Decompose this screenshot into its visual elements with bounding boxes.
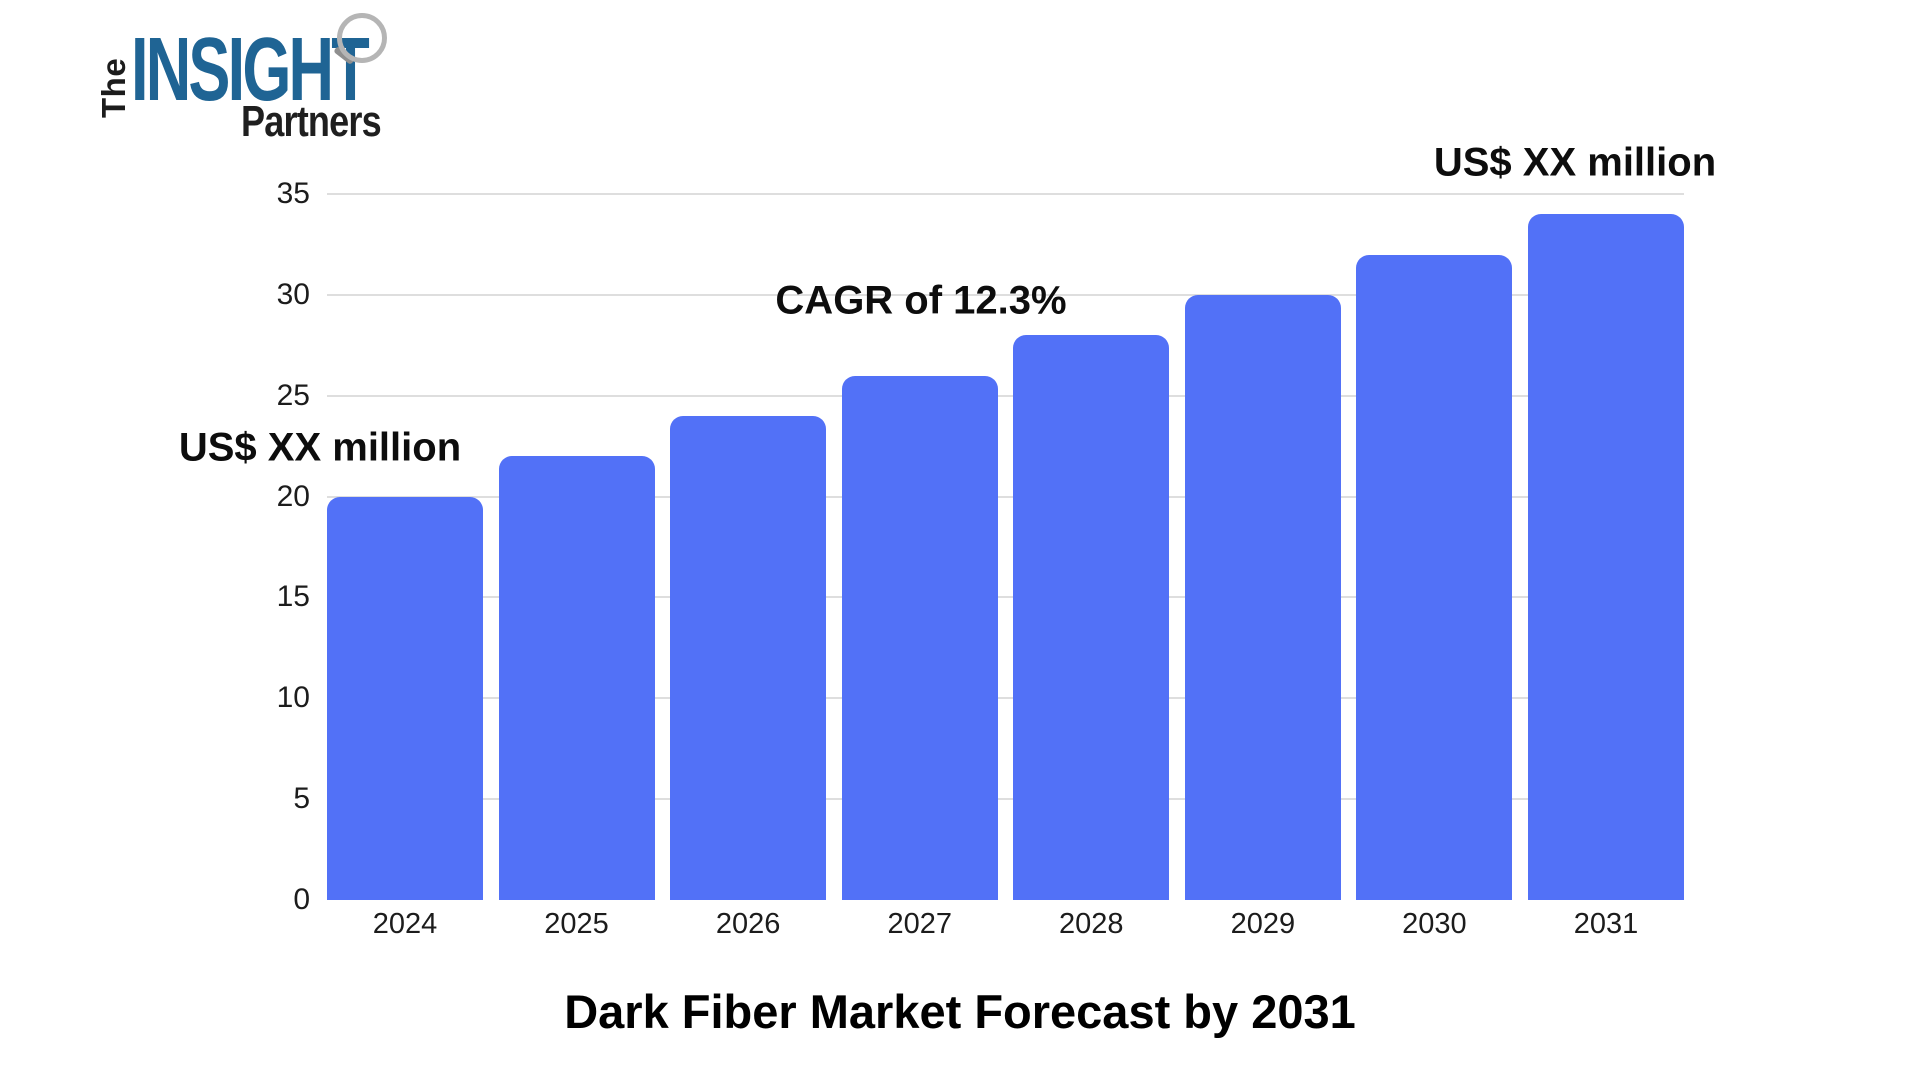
start-value-annotation: US$ XX million — [178, 425, 462, 470]
gridline-20 — [327, 495, 1684, 498]
bar-2026 — [670, 415, 827, 900]
x-axis-label-2029: 2029 — [1230, 908, 1296, 940]
y-axis-tick-label-0: 0 — [293, 883, 310, 916]
bar-2031 — [1528, 214, 1684, 900]
x-axis-label-2030: 2030 — [1402, 908, 1467, 940]
bar-2029 — [1184, 294, 1341, 900]
y-axis-tick-label-35: 35 — [276, 177, 310, 210]
cagr-annotation: CAGR of 12.3% — [775, 278, 1067, 323]
chart-title: Dark Fiber Market Forecast by 2031 — [564, 985, 1356, 1038]
y-axis-tick-label-10: 10 — [276, 681, 310, 715]
bar-2028 — [1013, 335, 1170, 900]
bar-2027 — [841, 375, 998, 900]
x-axis-label-2027: 2027 — [887, 908, 952, 940]
magnifier-icon — [337, 13, 387, 63]
x-axis-label-2031: 2031 — [1573, 908, 1639, 940]
x-axis-label-2026: 2026 — [715, 908, 781, 940]
gridline-35 — [327, 193, 1684, 195]
bar-2024 — [327, 496, 483, 900]
bar-2030 — [1356, 254, 1513, 900]
bar-2025 — [498, 456, 655, 900]
y-axis-tick-label-15: 15 — [276, 580, 310, 614]
x-axis-label-2028: 2028 — [1059, 908, 1124, 940]
logo-partners-text: Partners — [241, 97, 382, 146]
gridline-10 — [327, 697, 1684, 700]
y-axis-tick-label-5: 5 — [293, 782, 310, 816]
y-axis-tick-label-25: 25 — [276, 378, 310, 412]
y-axis-tick-label-30: 30 — [276, 277, 310, 311]
logo-insight-text: INSIGHT — [131, 20, 370, 120]
insight-partners-logo: The INSIGHT Partners — [95, 13, 435, 153]
end-value-annotation: US$ XX million — [1433, 140, 1717, 185]
gridline-25 — [327, 394, 1684, 397]
gridline-5 — [327, 798, 1684, 801]
gridline-30 — [327, 293, 1684, 296]
gridline-15 — [327, 596, 1684, 599]
x-axis-label-2025: 2025 — [544, 908, 609, 940]
x-axis-label-2024: 2024 — [372, 908, 438, 940]
y-axis-tick-label-20: 20 — [276, 479, 310, 513]
